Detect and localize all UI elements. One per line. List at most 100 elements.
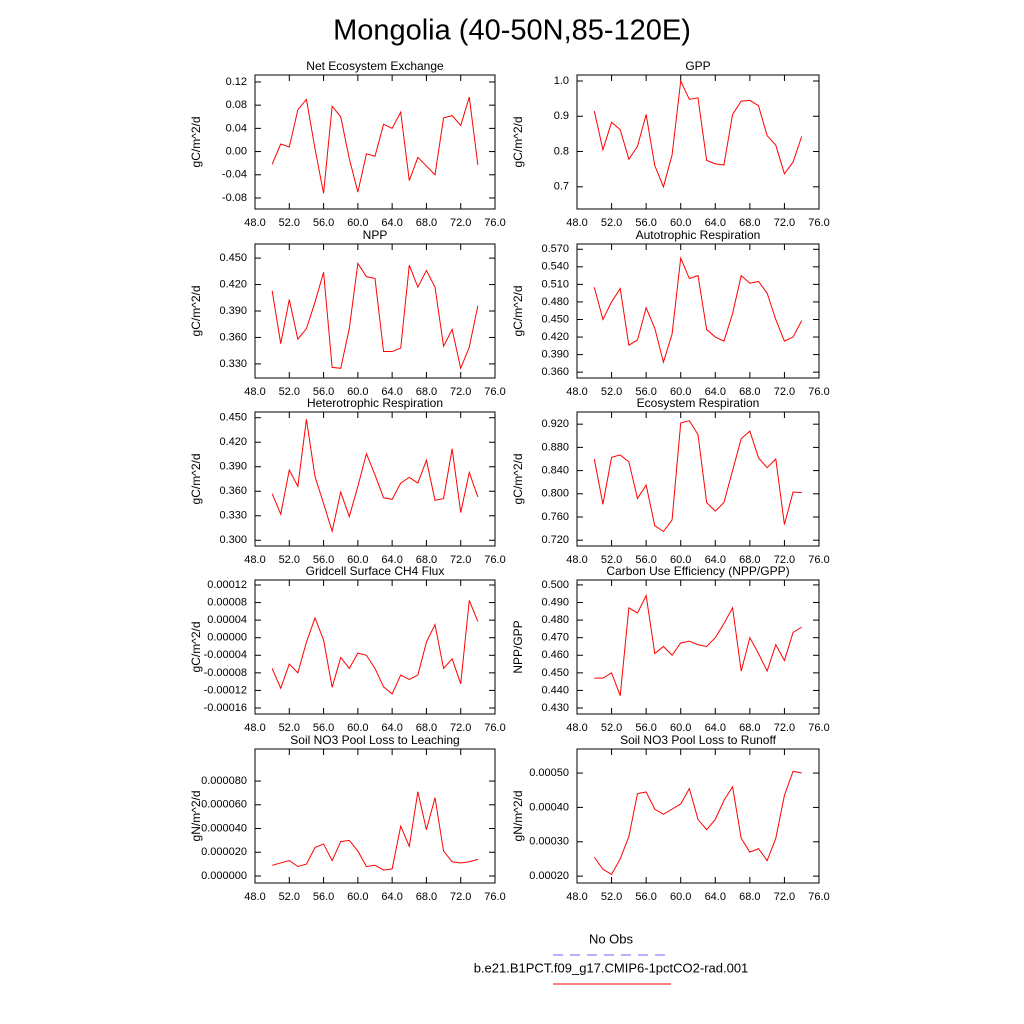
y-tick-label: 0.570 (541, 243, 569, 255)
y-tick-label: 0.490 (541, 596, 569, 608)
y-tick-label: -0.04 (222, 169, 247, 181)
panel: GPP gC/m^2/d 1.0 0.9 0.8 0.7 48.0 52.0 56.0 60.0 6… (511, 59, 830, 229)
x-tick-label: 68.0 (739, 386, 760, 398)
y-tick-label: 0.00040 (529, 801, 569, 813)
x-tick-label: 64.0 (705, 386, 726, 398)
y-tick-label: 0.470 (541, 632, 569, 644)
x-tick-label: 64.0 (705, 722, 726, 734)
x-tick-label: 76.0 (808, 891, 829, 903)
x-tick-label: 52.0 (279, 722, 300, 734)
y-tick-label: 0.8 (554, 145, 569, 157)
x-tick-label: 60.0 (347, 554, 368, 566)
x-tick-label: 76.0 (808, 554, 829, 566)
y-tick-label: 0.360 (219, 331, 247, 343)
x-tick-label: 48.0 (566, 217, 587, 229)
y-axis-label: gN/m^2/d (511, 791, 525, 842)
plot-frame (576, 748, 820, 884)
y-tick-label: -0.00012 (204, 684, 247, 696)
x-tick-label: 48.0 (244, 554, 265, 566)
y-tick-label: 0.430 (541, 702, 569, 714)
y-axis-label: gC/m^2/d (189, 117, 203, 168)
panel: NPP gC/m^2/d 0.450 0.420 0.390 0.360 0.330 48.0… (189, 228, 506, 398)
x-tick-label: 72.0 (450, 891, 471, 903)
data-line (272, 791, 478, 871)
data-line (594, 593, 802, 696)
y-tick-label: 1.0 (554, 75, 569, 87)
y-tick-label: 0.00 (226, 145, 247, 157)
x-tick-label: 68.0 (739, 217, 760, 229)
y-tick-label: -0.00016 (204, 702, 247, 714)
plot-frame (254, 243, 496, 379)
x-tick-label: 48.0 (244, 722, 265, 734)
y-tick-label: 0.420 (219, 436, 247, 448)
x-tick-label: 52.0 (601, 891, 622, 903)
y-tick-label: 0.00008 (207, 596, 247, 608)
x-tick-label: 76.0 (484, 891, 505, 903)
y-tick-label: 0.000060 (201, 799, 247, 811)
x-tick-label: 68.0 (416, 554, 437, 566)
data-line (593, 256, 803, 365)
x-tick-label: 56.0 (313, 386, 334, 398)
y-tick-label: 0.450 (219, 252, 247, 264)
y-tick-label: 0.300 (219, 534, 247, 546)
y-tick-label: 0.760 (541, 511, 569, 523)
panel-title: Gridcell Surface CH4 Flux (306, 564, 445, 578)
panel: Net Ecosystem Exchange gC/m^2/d 0.12 0.08 0.… (189, 59, 506, 229)
y-tick-label: 0.840 (541, 464, 569, 476)
x-tick-label: 68.0 (739, 722, 760, 734)
y-tick-label: 0.08 (226, 99, 247, 111)
y-tick-label: 0.480 (541, 614, 569, 626)
panel-title: Soil NO3 Pool Loss to Runoff (620, 733, 777, 747)
y-tick-label: 0.450 (219, 412, 247, 424)
x-tick-label: 52.0 (279, 217, 300, 229)
x-tick-label: 68.0 (739, 554, 760, 566)
y-tick-label: 0.00000 (207, 632, 247, 644)
x-tick-label: 72.0 (774, 891, 795, 903)
x-tick-label: 60.0 (347, 217, 368, 229)
legend-label: b.e21.B1PCT.f09_g17.CMIP6-1pctCO2-rad.00… (474, 960, 749, 975)
x-tick-label: 72.0 (774, 217, 795, 229)
x-tick-label: 68.0 (416, 217, 437, 229)
x-tick-label: 64.0 (381, 217, 402, 229)
y-tick-label: -0.00008 (204, 667, 247, 679)
x-tick-label: 76.0 (808, 386, 829, 398)
panel-title: Autotrophic Respiration (636, 228, 761, 242)
y-tick-label: 0.12 (226, 76, 247, 88)
panel-title: Carbon Use Efficiency (NPP/GPP) (606, 564, 789, 578)
x-tick-label: 72.0 (450, 554, 471, 566)
y-tick-label: 0.000080 (201, 775, 247, 787)
y-axis-label: gC/m^2/d (189, 454, 203, 505)
legend-label: No Obs (589, 931, 634, 946)
x-tick-label: 48.0 (566, 554, 587, 566)
plot-frame (576, 411, 820, 547)
figure-title: Mongolia (40-50N,85-120E) (333, 15, 691, 47)
panel-title: Soil NO3 Pool Loss to Leaching (290, 733, 459, 747)
x-tick-label: 56.0 (313, 554, 334, 566)
panel-title: Net Ecosystem Exchange (306, 59, 444, 73)
plot-frame (254, 411, 496, 547)
y-tick-label: -0.00004 (204, 649, 247, 661)
data-line (593, 420, 802, 533)
plot-frame (576, 74, 820, 210)
data-line (271, 261, 479, 370)
x-tick-label: 56.0 (635, 891, 656, 903)
x-tick-label: 60.0 (670, 722, 691, 734)
y-tick-label: 0.390 (219, 305, 247, 317)
y-axis-label: gC/m^2/d (511, 286, 525, 337)
y-tick-label: 0.460 (541, 649, 569, 661)
y-tick-label: 0.420 (219, 278, 247, 290)
y-axis-label: gC/m^2/d (511, 454, 525, 505)
x-tick-label: 68.0 (416, 891, 437, 903)
x-tick-label: 68.0 (416, 386, 437, 398)
x-tick-label: 60.0 (670, 386, 691, 398)
y-tick-label: 0.360 (219, 485, 247, 497)
y-tick-label: 0.880 (541, 441, 569, 453)
y-tick-label: 0.390 (219, 461, 247, 473)
y-tick-label: 0.9 (554, 110, 569, 122)
x-tick-label: 76.0 (484, 217, 505, 229)
x-tick-label: 72.0 (450, 722, 471, 734)
y-tick-label: 0.450 (541, 667, 569, 679)
y-tick-label: 0.420 (541, 331, 569, 343)
y-tick-label: 0.00020 (529, 870, 569, 882)
